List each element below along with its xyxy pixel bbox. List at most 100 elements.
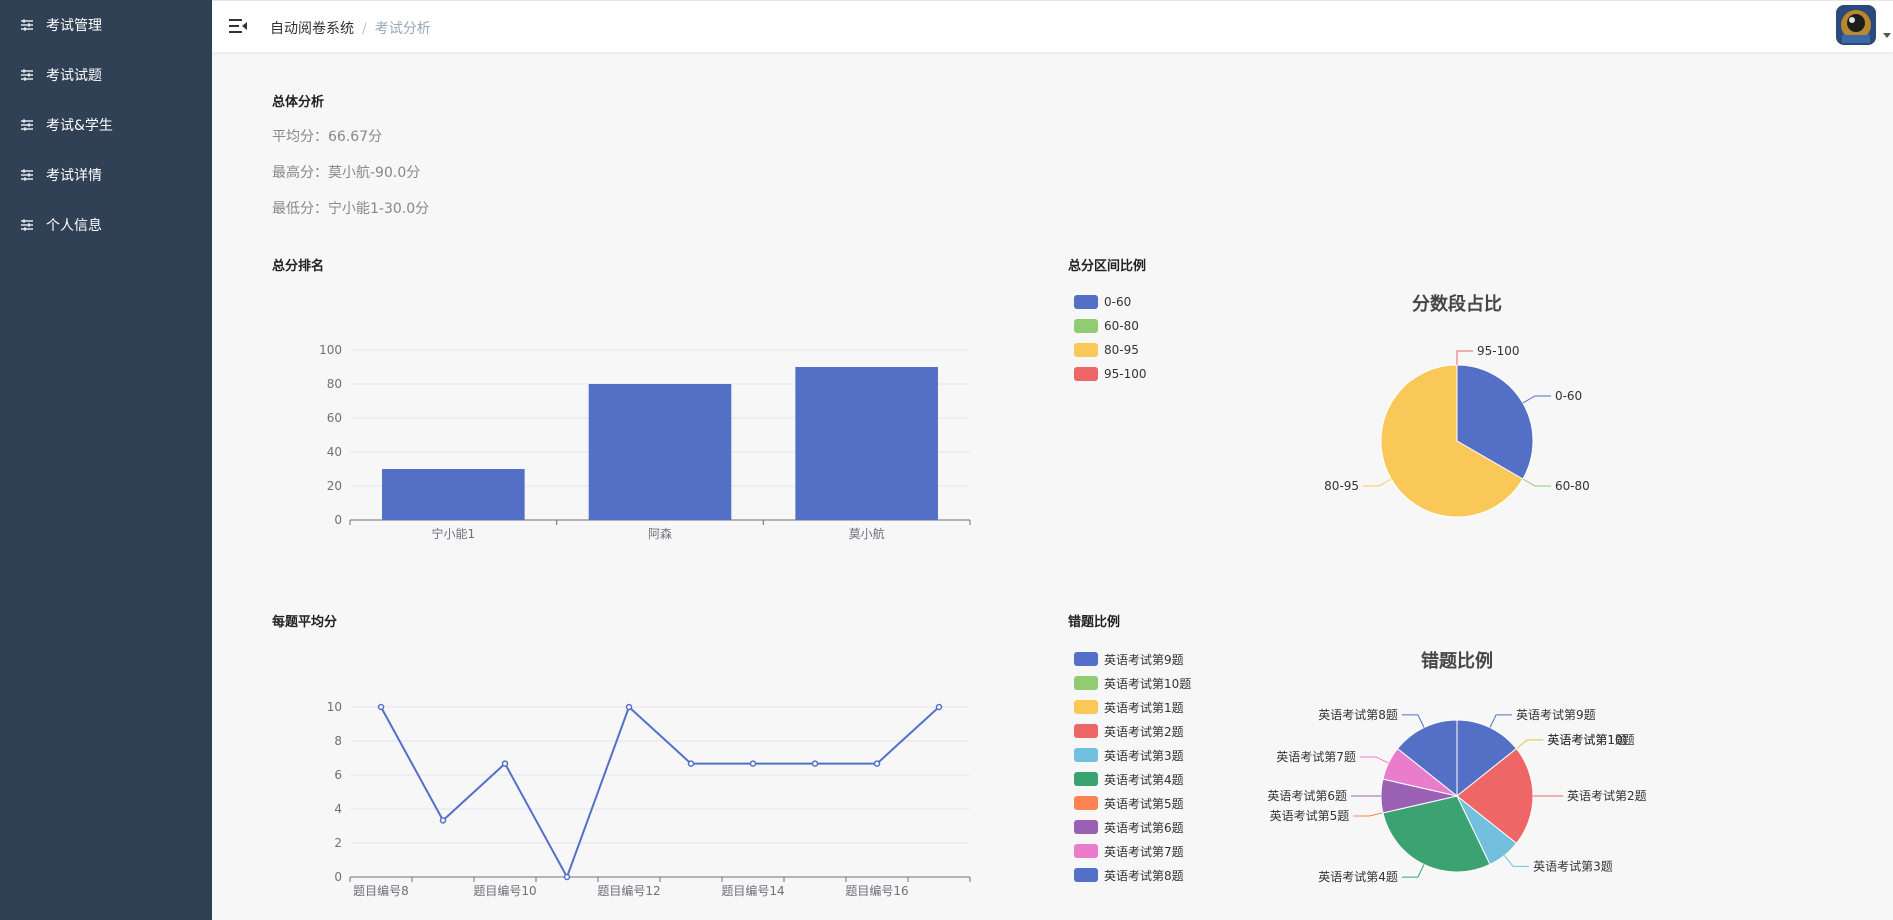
y-tick-label: 100 [319,343,342,357]
legend-label: 英语考试第8题 [1104,868,1184,883]
legend-item[interactable]: 95-100 [1074,362,1147,386]
legend-label: 英语考试第5题 [1104,796,1184,811]
x-tick-label: 宁小能1 [432,526,476,541]
lowest-score: 最低分：宁小能1-30.0分 [272,201,430,217]
sidebar-item-label: 个人信息 [46,218,102,234]
legend-item[interactable]: 英语考试第4题 [1074,767,1191,791]
pie-label-line [1503,855,1530,867]
bar [588,384,732,520]
pie-label-line [1359,756,1389,764]
avg-line-chart: 0 2 4 6 8 10 题目编号8 题目编号10 题目编号12 题目编号14 题目编号16 [327,700,971,898]
legend-label: 英语考试第9题 [1104,652,1184,667]
pie-label-line [1489,714,1513,728]
pie-label-line [1516,739,1544,750]
y-tick-label: 20 [327,479,342,493]
sidebar-item-exam-questions[interactable]: 考试试题 [0,50,212,100]
breadcrumb-current: 考试分析 [374,21,431,37]
sidebar-item-profile[interactable]: 个人信息 [0,200,212,250]
range-chart-section-title: 总分区间比例 [1068,259,1147,274]
legend-item[interactable]: 英语考试第10题 [1074,671,1191,695]
legend-label: 英语考试第1题 [1104,700,1184,715]
legend-item[interactable]: 英语考试第1题 [1074,695,1191,719]
legend-label: 英语考试第3题 [1104,748,1184,763]
pie-label: 英语考试第3题 [1533,858,1613,873]
pie-label: 0-60 [1555,389,1582,403]
x-tick-label: 莫小航 [849,526,885,541]
y-tick-label: 0 [334,513,342,527]
x-tick-label: 题目编号8 [353,883,409,898]
legend-swatch [1074,652,1098,666]
pie-label-line [1353,812,1384,817]
menu-fold-icon[interactable] [228,16,248,36]
legend-item[interactable]: 英语考试第3题 [1074,743,1191,767]
legend-item[interactable]: 英语考试第8题 [1074,863,1191,887]
sidebar-item-label: 考试详情 [46,168,102,184]
pie-label: 英语考试第7题 [1276,749,1356,764]
legend-item[interactable]: 英语考试第7题 [1074,839,1191,863]
bar [795,367,938,520]
pie-label: 英语考试第1题 [1547,732,1627,747]
bar [382,469,525,520]
pie-label: 英语考试第6题 [1267,788,1347,803]
pie-label-line [1401,714,1425,728]
data-point [873,760,881,767]
legend-label: 英语考试第10题 [1104,676,1192,691]
legend-swatch [1074,319,1098,333]
legend-label: 0-60 [1104,295,1132,309]
data-point [501,760,509,767]
y-tick-label: 0 [334,870,342,884]
legend-item[interactable]: 80-95 [1074,338,1147,362]
y-tick-label: 8 [334,734,342,748]
pie-slice [1456,719,1518,798]
legend-item[interactable]: 英语考试第2题 [1074,719,1191,743]
breadcrumb-separator: / [362,21,367,37]
sidebar: 考试管理 考试试题 考试&学生 考试详情 个人信息 [0,0,212,920]
pie-label: 英语考试第9题 [1516,707,1596,722]
avg-chart-title: 每题平均分 [272,615,338,630]
legend-swatch [1074,676,1098,690]
sliders-icon [21,69,33,81]
legend-item[interactable]: 0-60 [1074,290,1147,314]
y-tick-label: 4 [334,802,342,816]
pie-slice [1456,747,1534,845]
wrong-chart-section-title: 错题比例 [1068,615,1121,630]
pie-label: 英语考试第4题 [1318,869,1398,884]
data-point [749,760,757,767]
rank-chart-title: 总分排名 [272,259,325,274]
sidebar-item-label: 考试试题 [46,68,102,84]
legend-swatch [1074,844,1098,858]
legend-item[interactable]: 英语考试第5题 [1074,791,1191,815]
sliders-icon [21,119,33,131]
caret-down-icon[interactable] [1883,33,1891,39]
pie-chart-title: 分数段占比 [1412,293,1502,315]
sidebar-item-exam-students[interactable]: 考试&学生 [0,100,212,150]
pie-label-line [1516,739,1544,750]
legend-swatch [1074,367,1098,381]
pie-label-line [1401,864,1425,878]
data-point [377,703,385,711]
series-line [380,705,940,880]
breadcrumb-home[interactable]: 自动阅卷系统 [270,21,354,37]
avatar[interactable] [1836,5,1876,45]
y-tick-label: 10 [327,700,342,714]
legend-item[interactable]: 英语考试第9题 [1074,647,1191,671]
pie-slice [1396,719,1458,798]
range-legend: 0-60 60-80 80-95 95-100 [1074,290,1147,386]
wrong-legend: 英语考试第9题 英语考试第10题 英语考试第1题 英语考试第2题 英语考试第3题 英语考试… [1074,647,1191,887]
pie-label: 95-100 [1477,344,1520,358]
legend-swatch [1074,724,1098,738]
legend-swatch [1074,700,1098,714]
legend-item[interactable]: 60-80 [1074,314,1147,338]
average-score: 平均分：66.67分 [272,129,383,145]
x-tick-label: 题目编号10 [473,883,536,898]
pie-label: 60-80 [1555,479,1590,493]
pie-label-line [1522,395,1551,404]
sidebar-item-exam-details[interactable]: 考试详情 [0,150,212,200]
pie-label: 英语考试第5题 [1270,808,1350,823]
sidebar-item-exam-management[interactable]: 考试管理 [0,0,212,50]
y-tick-label: 60 [327,411,342,425]
legend-item[interactable]: 英语考试第6题 [1074,815,1191,839]
breadcrumb: 自动阅卷系统 / 考试分析 [270,18,431,38]
sidebar-item-label: 考试&学生 [46,118,113,134]
sidebar-item-label: 考试管理 [46,18,102,34]
